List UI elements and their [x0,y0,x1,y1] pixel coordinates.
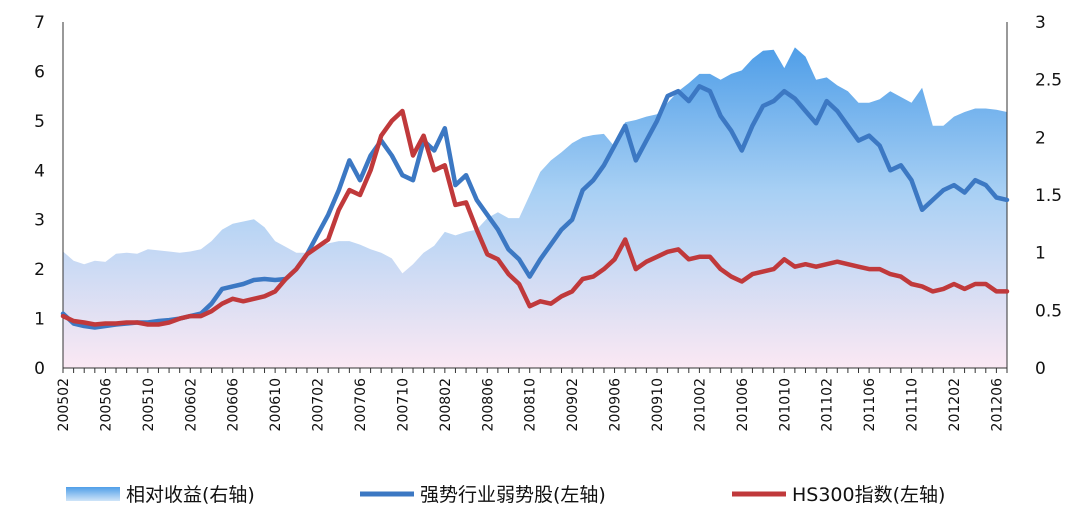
legend-item-strong-industry-weak-stock: 强势行业弱势股(左轴) [360,484,606,506]
legend-label-strong-industry-weak-stock: 强势行业弱势股(左轴) [420,484,606,506]
x-tick-label: 201002 [692,378,708,431]
x-tick-label: 200902 [565,378,581,431]
x-tick-label: 200610 [268,378,284,431]
x-tick-label: 200710 [395,378,411,431]
x-tick-label: 200602 [183,378,199,431]
x-tick-label: 200510 [141,378,157,431]
left-y-tick-label: 4 [34,161,45,181]
left-y-tick-label: 7 [34,13,45,33]
line-hs300 [60,108,1010,327]
x-tick-label: 200806 [480,378,496,432]
right-y-tick-label: 0.5 [1035,301,1062,321]
left-y-axis-ticks: 0 1 2 3 4 5 6 7 [34,13,45,379]
x-tick-label: 201006 [735,378,751,432]
x-tick-label: 200702 [311,378,327,431]
area-relative-return [63,47,1007,369]
left-y-tick-label: 2 [34,260,45,280]
legend: 相对收益(右轴) 强势行业弱势股(左轴) HS300指数(左轴) [66,484,945,506]
left-y-tick-label: 3 [34,211,45,231]
right-y-tick-label: 1 [1035,244,1046,264]
x-tick-label: 200506 [98,378,114,432]
right-y-tick-label: 3 [1035,13,1046,33]
x-tick-label: 200502 [56,378,72,431]
x-axis-ticks: 200502 200506 200510 200602 200606 200610 2007… [56,378,1005,432]
right-y-tick-label: 2.5 [1035,71,1062,91]
left-y-tick-label: 0 [34,359,45,379]
x-tick-label: 200606 [226,378,242,432]
x-tick-label: 200906 [608,378,624,432]
line-layer [60,84,1010,330]
legend-swatch-relative-return [66,487,120,501]
x-tick-label: 200810 [523,378,539,431]
x-tick-label: 201102 [820,378,836,431]
left-y-tick-label: 5 [34,112,45,132]
right-y-tick-label: 2 [1035,128,1046,148]
x-tick-label: 200802 [438,378,454,431]
right-y-tick-label: 1.5 [1035,186,1062,206]
legend-label-relative-return: 相对收益(右轴) [126,484,255,506]
legend-item-relative-return: 相对收益(右轴) [66,484,255,506]
legend-label-hs300: HS300指数(左轴) [792,484,945,506]
x-tick-label: 201010 [777,378,793,431]
axes [62,22,1008,373]
x-tick-label: 200910 [650,378,666,431]
x-tick-label: 200706 [353,378,369,432]
left-y-tick-label: 6 [34,62,45,82]
x-tick-label: 201202 [947,378,963,431]
right-y-tick-label: 0 [1035,359,1046,379]
x-tick-label: 201110 [905,378,921,431]
line-strong-industry-weak-stock [60,84,1010,330]
right-y-axis-ticks: 0 0.5 1 1.5 2 2.5 3 [1035,13,1062,379]
left-y-tick-label: 1 [34,310,45,330]
x-tick-label: 201206 [989,378,1005,432]
area-layer [63,47,1007,369]
x-tick-label: 201106 [862,378,878,432]
legend-item-hs300: HS300指数(左轴) [732,484,945,506]
